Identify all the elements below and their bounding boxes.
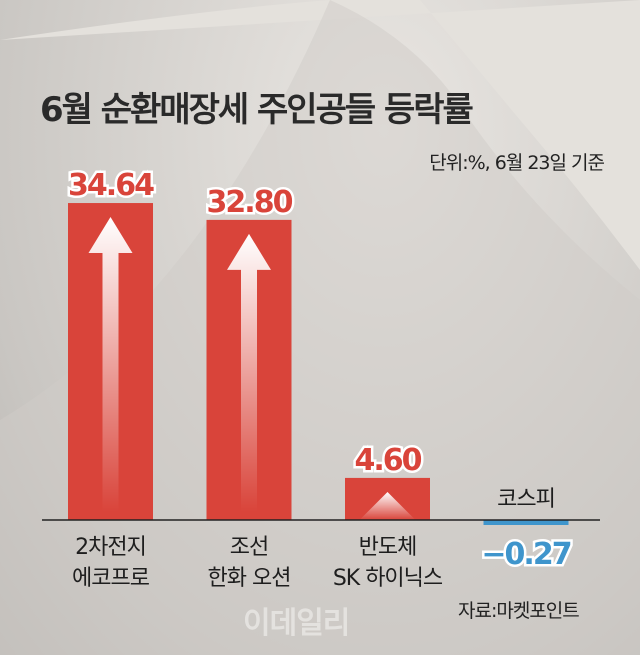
- value-label: −0.27: [481, 537, 570, 572]
- up-arrow-icon: [227, 233, 271, 512]
- source-note: 자료:마켓포인트: [458, 600, 580, 622]
- category-label: 코스피: [497, 487, 555, 512]
- chart-title: 6월 순환매장세 주인공들 등락률: [40, 90, 474, 130]
- category-label: 조선: [230, 535, 268, 560]
- value-label: 4.60: [354, 443, 421, 478]
- category-label: SK 하이닉스: [333, 566, 443, 591]
- bar: [483, 520, 569, 525]
- category-label: 2차전지: [75, 535, 146, 560]
- category-label: 한화 오션: [208, 566, 291, 591]
- unit-note: 단위:%, 6월 23일 기준: [429, 152, 605, 174]
- value-label: 32.80: [207, 185, 293, 220]
- up-arrow-icon: [88, 217, 133, 512]
- watermark: 이데일리: [243, 606, 350, 641]
- category-label: 에코프로: [72, 566, 150, 591]
- up-triangle-icon: [359, 492, 416, 520]
- value-label: 34.64: [68, 168, 154, 203]
- category-label: 반도체: [359, 535, 417, 560]
